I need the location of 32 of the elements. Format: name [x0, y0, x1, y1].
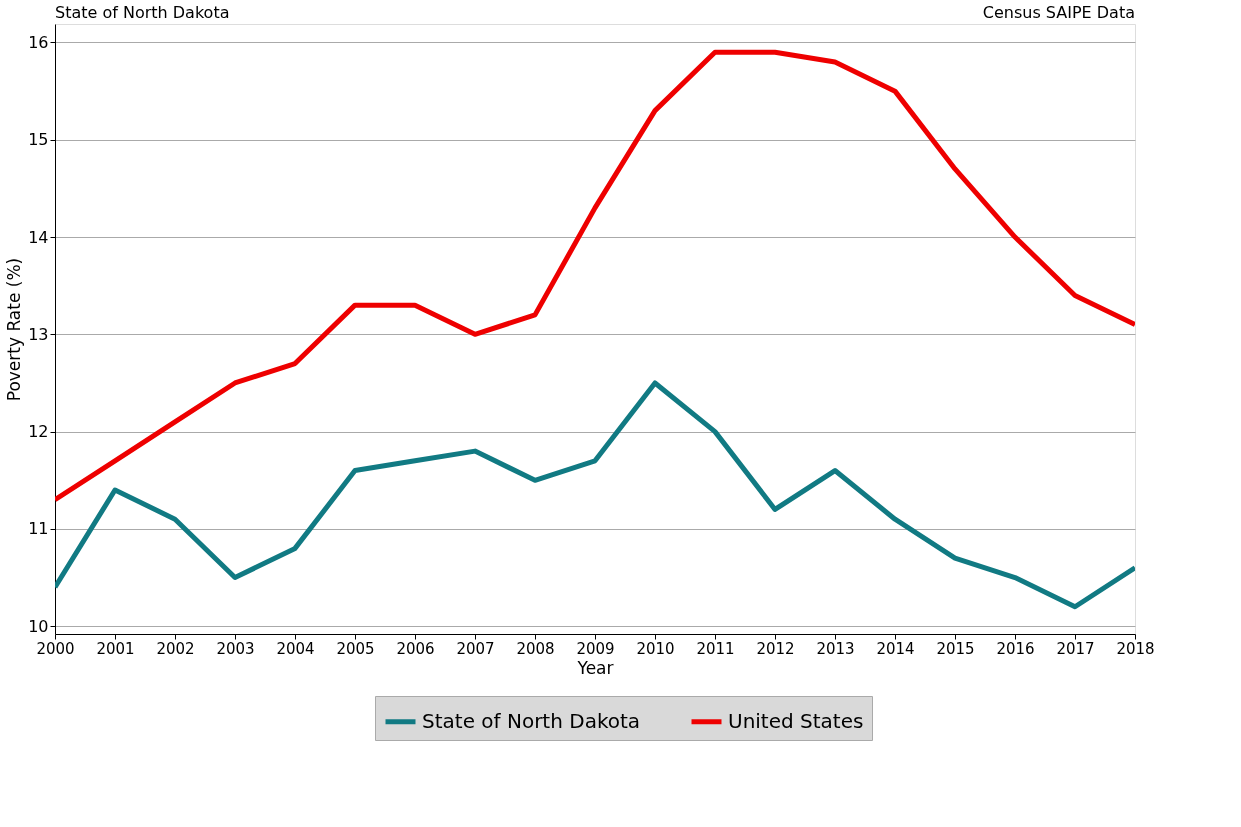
y-axis-title: Poverty Rate (%) — [4, 257, 25, 402]
text: State of North Dakota — [55, 3, 230, 22]
y-tick-label: 14 — [28, 227, 49, 247]
x-tick-label: 2002 — [156, 639, 195, 658]
x-tick-label: 2006 — [396, 639, 435, 658]
x-tick-label: 2014 — [876, 639, 915, 658]
y-tick-label: 16 — [28, 32, 49, 52]
x-tick-label: 2010 — [636, 639, 675, 658]
text: Census SAIPE Data — [982, 3, 1135, 22]
x-tick-label: 2015 — [936, 639, 975, 658]
x-tick-label: 2000 — [36, 639, 75, 658]
x-tick-label: 2012 — [756, 639, 795, 658]
legend-label: State of North Dakota — [422, 708, 641, 733]
y-tick-label: 12 — [28, 422, 49, 442]
x-tick-label: 2017 — [1056, 639, 1095, 658]
x-tick-label: 2005 — [336, 639, 375, 658]
x-tick-label: 2008 — [516, 639, 555, 658]
y-tick-label: 15 — [28, 130, 49, 150]
x-tick-label: 2003 — [216, 639, 255, 658]
x-tick-label: 2013 — [816, 639, 855, 658]
x-axis-title: Year — [576, 657, 614, 678]
x-tick-label: 2007 — [456, 639, 495, 658]
y-tick-label: 10 — [28, 616, 49, 636]
x-tick-label: 2018 — [1116, 639, 1155, 658]
x-tick-label: 2001 — [96, 639, 135, 658]
x-tick-label: 2004 — [276, 639, 315, 658]
legend-label: United States — [728, 708, 864, 733]
x-tick-label: 2009 — [576, 639, 615, 658]
y-tick-label: 13 — [28, 324, 49, 344]
x-tick-label: 2016 — [996, 639, 1035, 658]
x-tick-label: 2011 — [696, 639, 735, 658]
y-tick-label: 11 — [28, 519, 49, 539]
